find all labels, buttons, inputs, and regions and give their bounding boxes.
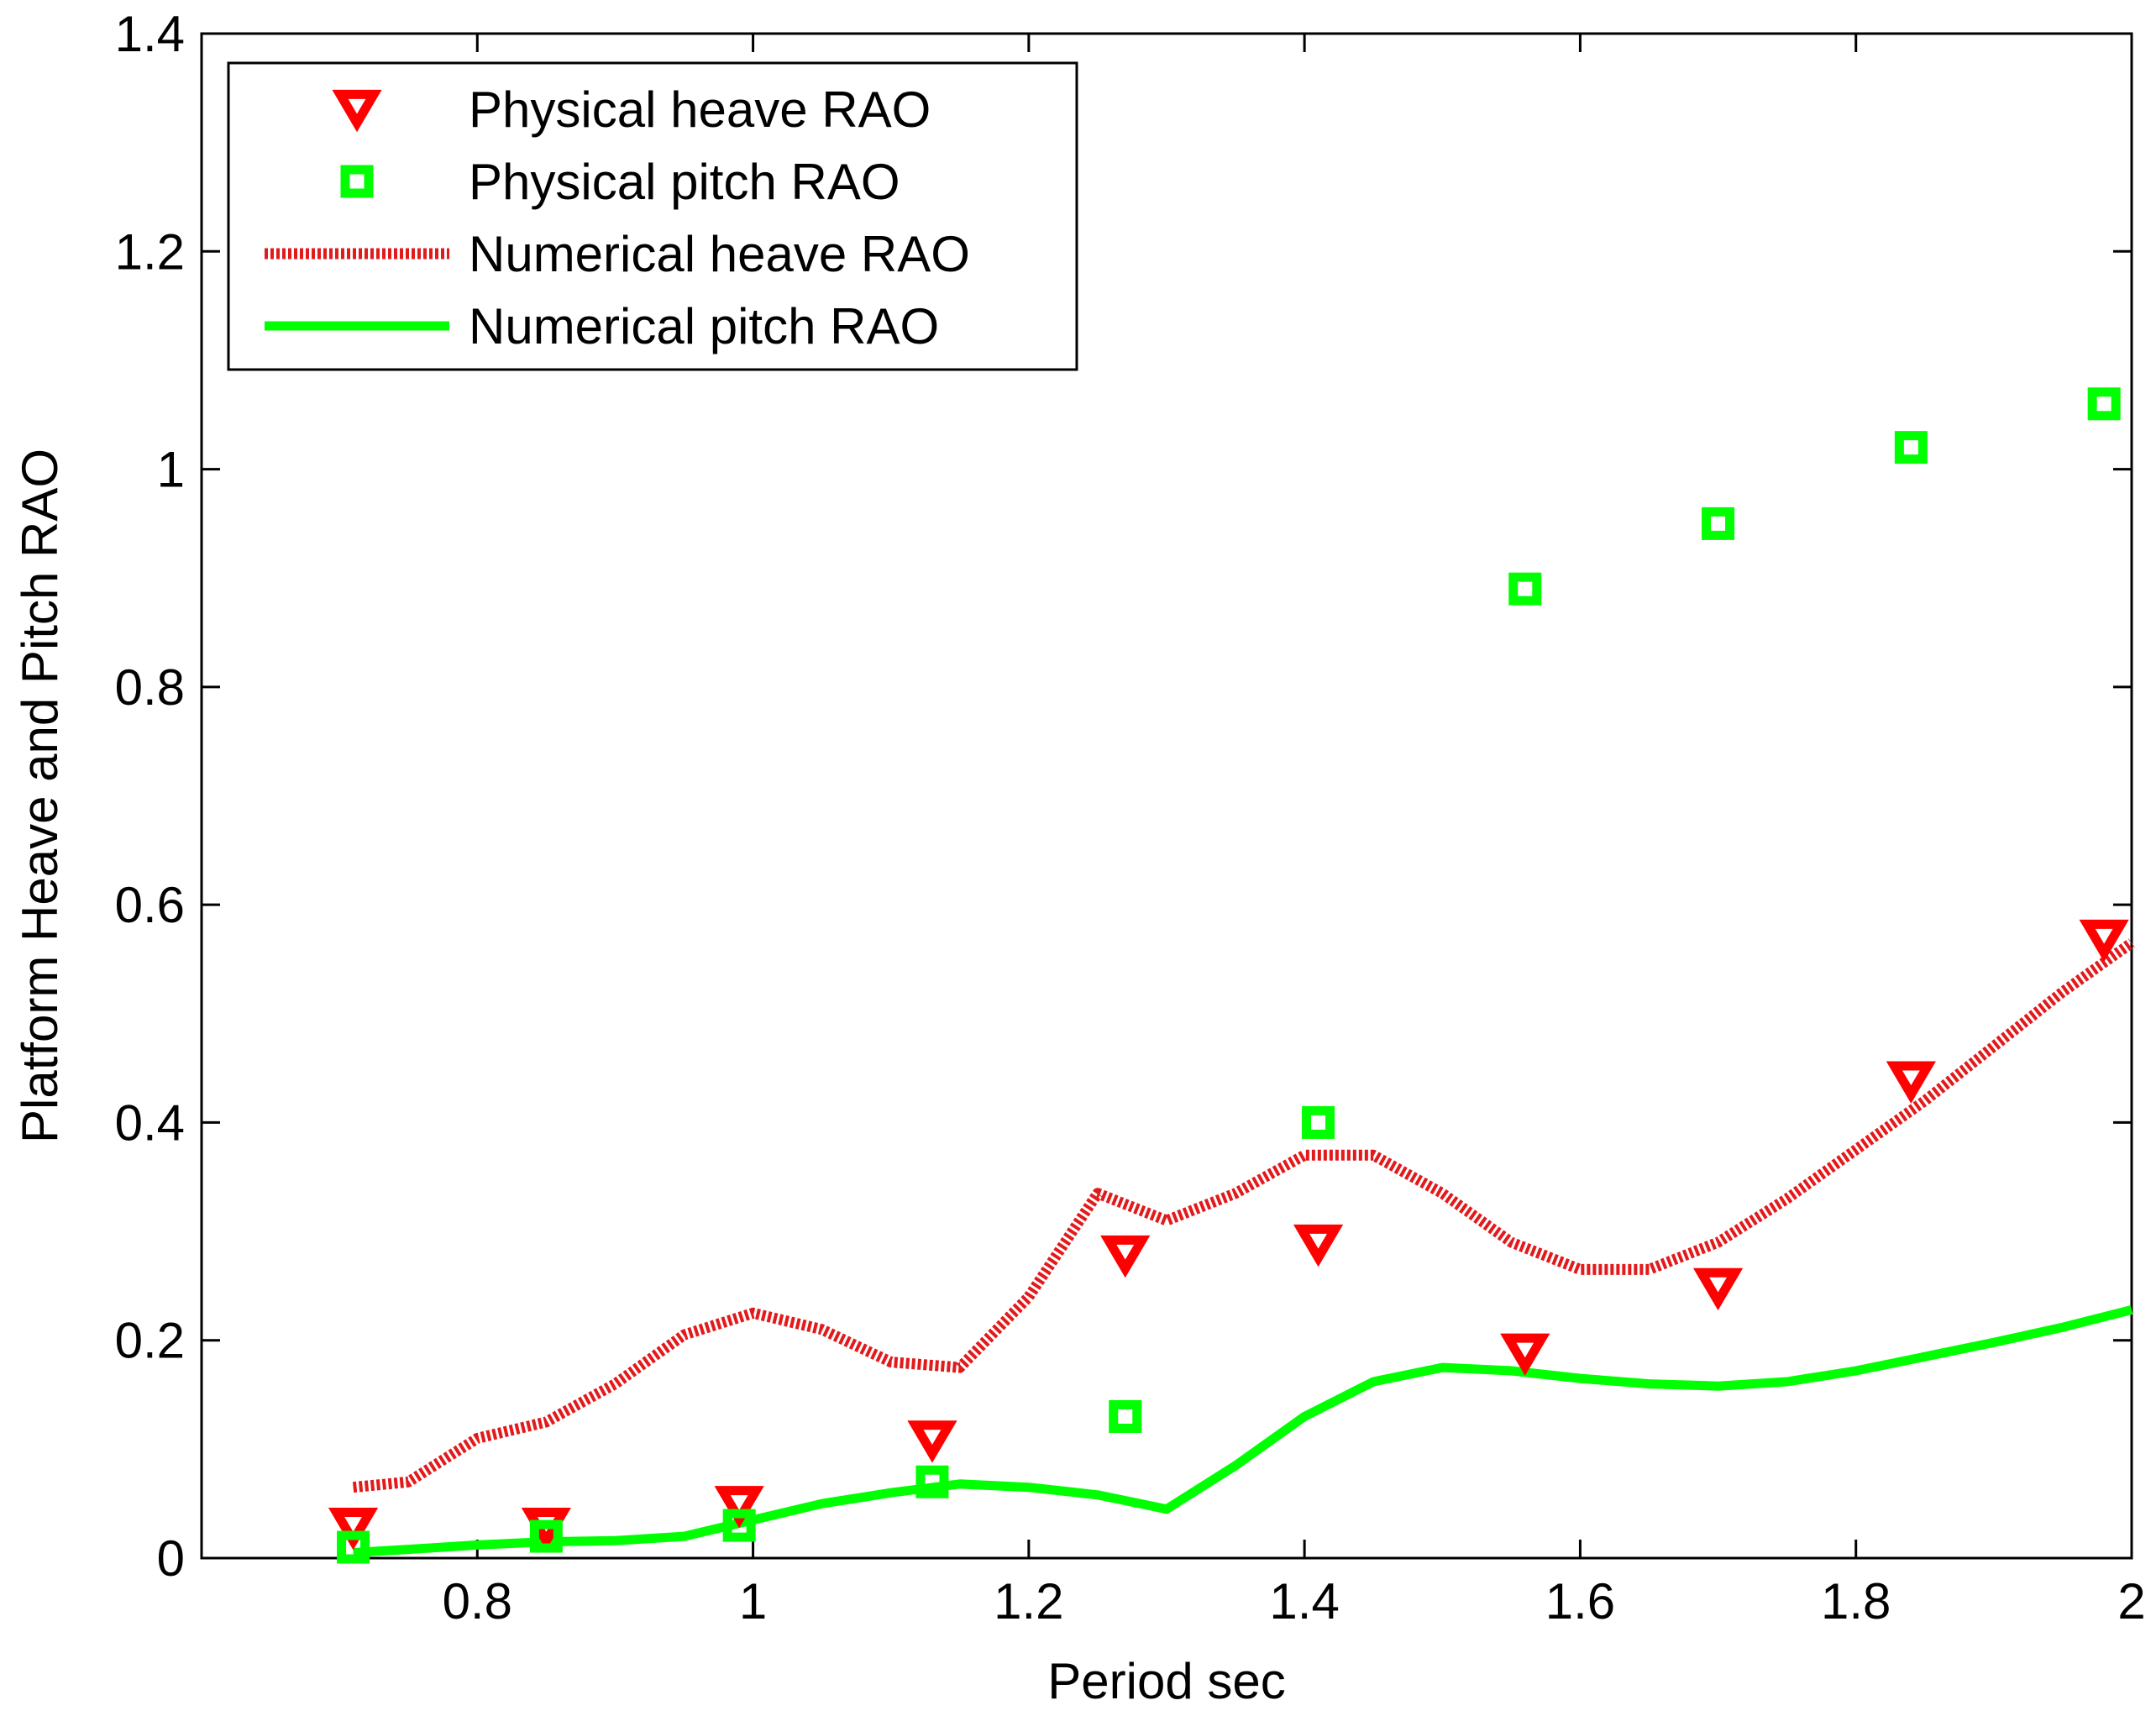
data-point-physical-pitch (722, 1509, 756, 1542)
x-axis-title: Period sec (1047, 1653, 1285, 1709)
plot-frame (200, 32, 2133, 1560)
data-point-physical-heave (907, 1420, 957, 1463)
data-point-physical-heave (2079, 919, 2129, 963)
x-tick-label: 2 (2117, 1573, 2145, 1629)
y-axis-title: Platform Heave and Pitch RAO (12, 449, 68, 1143)
y-tick-label: 1.4 (115, 6, 185, 62)
plot-layer: 0.8 1 1.2 1.4 1.6 1.8 2 0 0.2 0.4 0.6 0.8 1 1.2 1.4 (115, 6, 2146, 1629)
data-point-physical-heave (714, 1486, 764, 1529)
series-line-numerical-pitch (353, 1305, 2133, 1557)
data-point-physical-heave (1692, 1267, 1744, 1311)
legend-label: Physical pitch RAO (469, 154, 900, 210)
series-line-numerical-heave (352, 938, 2135, 1493)
legend-marker-square (340, 165, 374, 198)
legend-marker-triangle (332, 89, 382, 133)
data-point-physical-pitch (2087, 387, 2121, 421)
data-point-physical-pitch (1508, 572, 1542, 606)
data-point-physical-heave (1500, 1333, 1550, 1376)
legend-box (227, 61, 1078, 371)
y-tick-label: 1.2 (115, 223, 185, 280)
data-point-physical-pitch (529, 1519, 563, 1553)
y-tick-label: 0.8 (115, 659, 185, 716)
legend-label: Physical heave RAO (469, 81, 931, 138)
data-point-physical-pitch (1109, 1399, 1142, 1433)
data-point-physical-pitch (1702, 506, 1735, 540)
x-tick-label: 0.8 (443, 1573, 512, 1629)
y-tick-label: 0.4 (115, 1094, 185, 1151)
x-tick-label: 1.6 (1545, 1573, 1615, 1629)
y-tick-label: 0.6 (115, 877, 185, 933)
data-point-physical-pitch (337, 1530, 370, 1564)
y-tick-label: 0 (157, 1530, 185, 1587)
legend-label: Numerical pitch RAO (469, 298, 939, 354)
data-point-physical-pitch (1894, 431, 1928, 464)
y-tick-label: 1 (157, 442, 185, 498)
data-point-physical-heave (1100, 1235, 1151, 1278)
x-tick-label: 1.8 (1821, 1573, 1891, 1629)
x-tick-label: 1.2 (994, 1573, 1063, 1629)
data-point-physical-pitch (915, 1465, 949, 1498)
data-point-physical-heave (328, 1508, 379, 1551)
legend: Physical heave RAO Physical pitch RAO Nume… (227, 61, 1078, 371)
x-tick-label: 1.4 (1269, 1573, 1339, 1629)
x-tick-label: 1 (739, 1573, 767, 1629)
data-point-physical-pitch (1302, 1105, 1335, 1139)
legend-label: Numerical heave RAO (469, 226, 970, 282)
y-tick-label: 0.2 (115, 1313, 185, 1369)
data-point-physical-heave (1293, 1224, 1344, 1267)
data-point-physical-heave (1886, 1061, 1936, 1104)
